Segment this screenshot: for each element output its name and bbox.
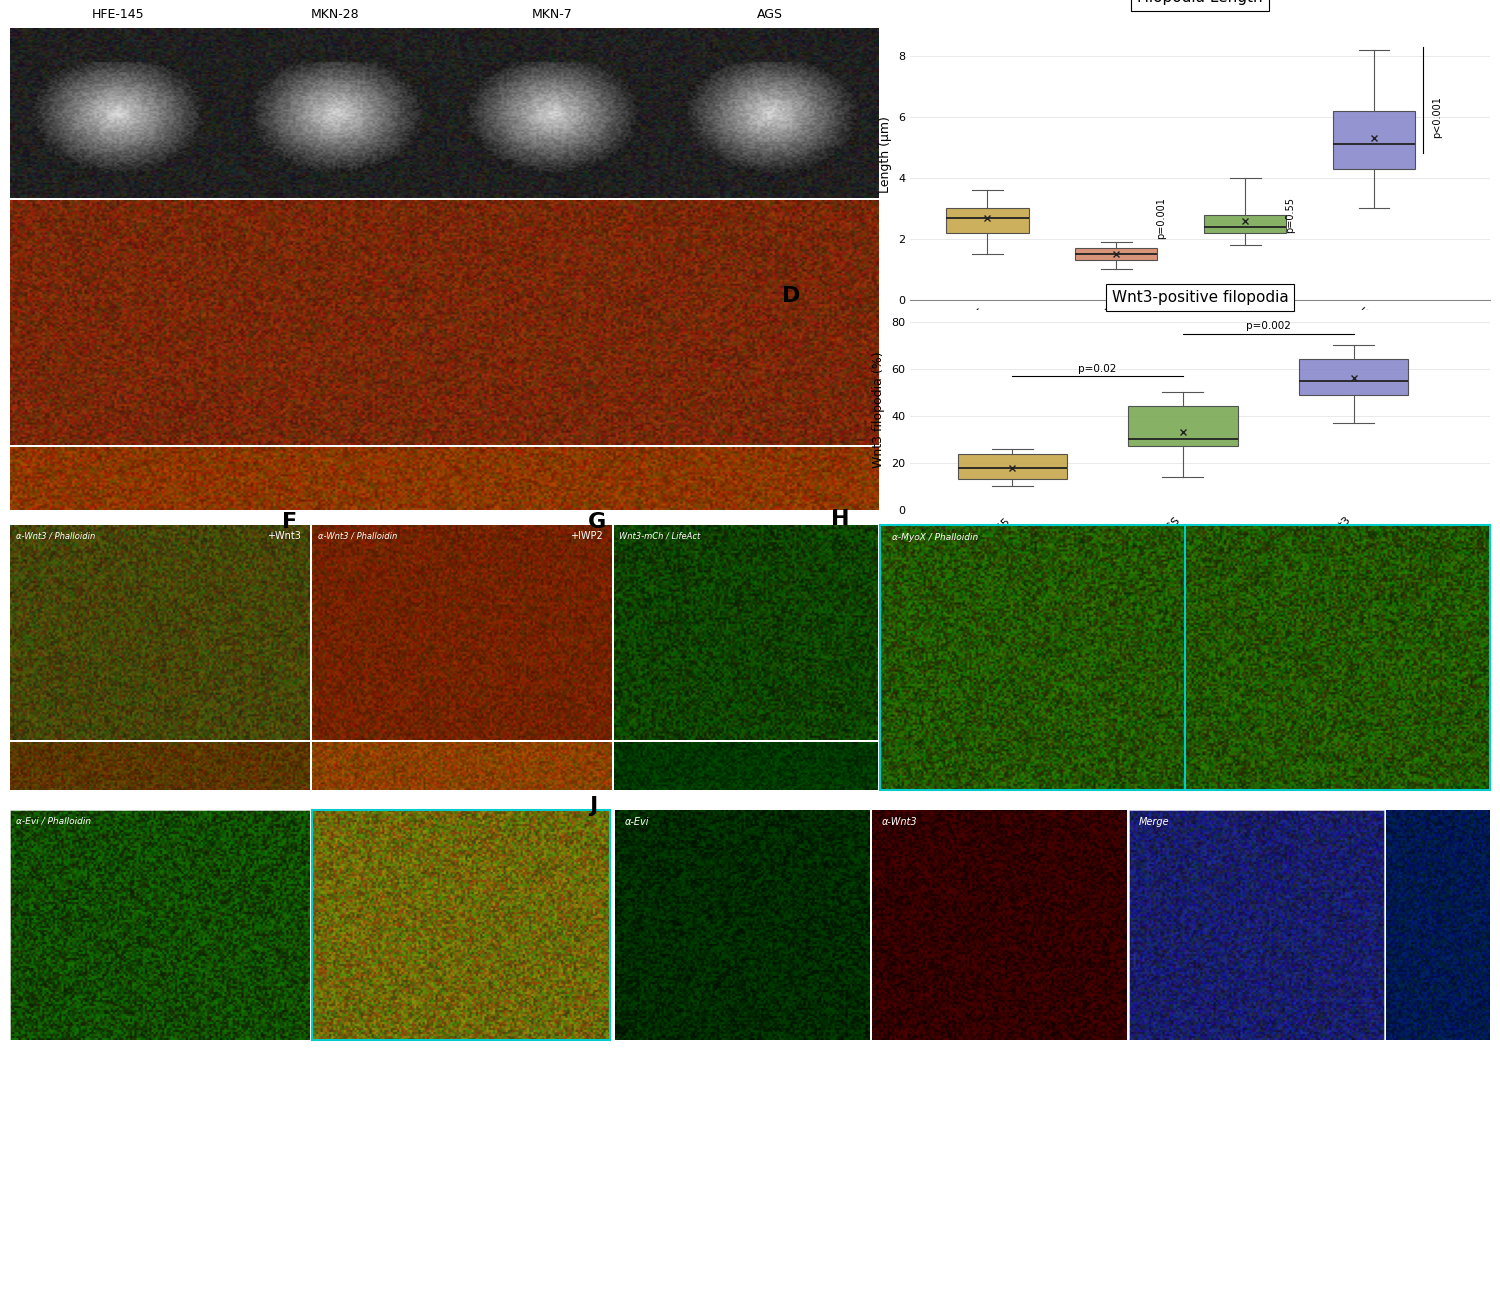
Text: H: H <box>831 509 849 530</box>
Text: α-Wnt3 / Phalloidin: α-Wnt3 / Phalloidin <box>16 531 96 540</box>
Text: α-MyoX / Phalloidin: α-MyoX / Phalloidin <box>892 533 978 541</box>
Text: α-Evi / Phalloidin: α-Evi / Phalloidin <box>16 817 92 827</box>
Text: p=0.002: p=0.002 <box>1246 321 1290 331</box>
Bar <box>946 209 1029 233</box>
Text: +IWP2: +IWP2 <box>570 531 603 541</box>
Text: Wnt3-mCh / LifeAct: Wnt3-mCh / LifeAct <box>620 531 701 540</box>
Text: +Wnt3: +Wnt3 <box>267 531 302 541</box>
Y-axis label: Length (μm): Length (μm) <box>879 117 892 193</box>
Text: AGS: AGS <box>756 8 783 21</box>
Text: HFE-145: HFE-145 <box>92 8 146 21</box>
Text: G: G <box>588 512 606 532</box>
Text: p=0.02: p=0.02 <box>1078 364 1118 373</box>
Text: F: F <box>282 512 297 532</box>
Y-axis label: Wnt3 filopodia (%): Wnt3 filopodia (%) <box>873 352 885 468</box>
Text: MKN-7: MKN-7 <box>532 8 573 21</box>
Text: Merge: Merge <box>1138 817 1170 827</box>
Text: p=0.001: p=0.001 <box>1156 197 1167 239</box>
Title: Filopodia Length: Filopodia Length <box>1137 0 1263 5</box>
Text: MKN-28: MKN-28 <box>310 8 360 21</box>
Text: D: D <box>783 286 801 306</box>
Text: α-Wnt3 / Phalloidin: α-Wnt3 / Phalloidin <box>318 531 398 540</box>
Text: p=0.55: p=0.55 <box>1286 197 1294 233</box>
Bar <box>1076 248 1158 260</box>
Text: J: J <box>590 796 597 816</box>
Bar <box>1299 360 1408 394</box>
Bar <box>1334 110 1414 168</box>
Bar <box>1204 214 1287 233</box>
Text: α-Evi: α-Evi <box>626 817 650 827</box>
Bar <box>1128 406 1238 447</box>
Title: Wnt3-positive filopodia: Wnt3-positive filopodia <box>1112 289 1288 305</box>
Text: p<0.001: p<0.001 <box>1432 96 1442 138</box>
Bar <box>958 453 1066 480</box>
Text: α-Wnt3: α-Wnt3 <box>882 817 918 827</box>
